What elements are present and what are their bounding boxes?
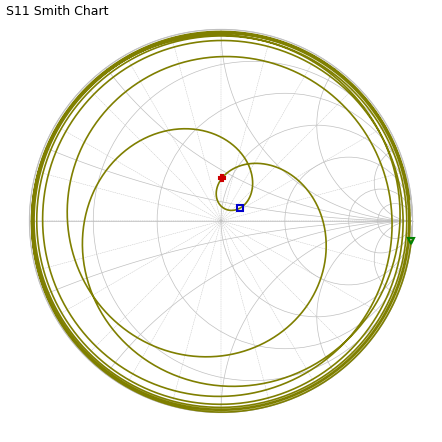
Text: S11 Smith Chart: S11 Smith Chart — [7, 4, 109, 18]
